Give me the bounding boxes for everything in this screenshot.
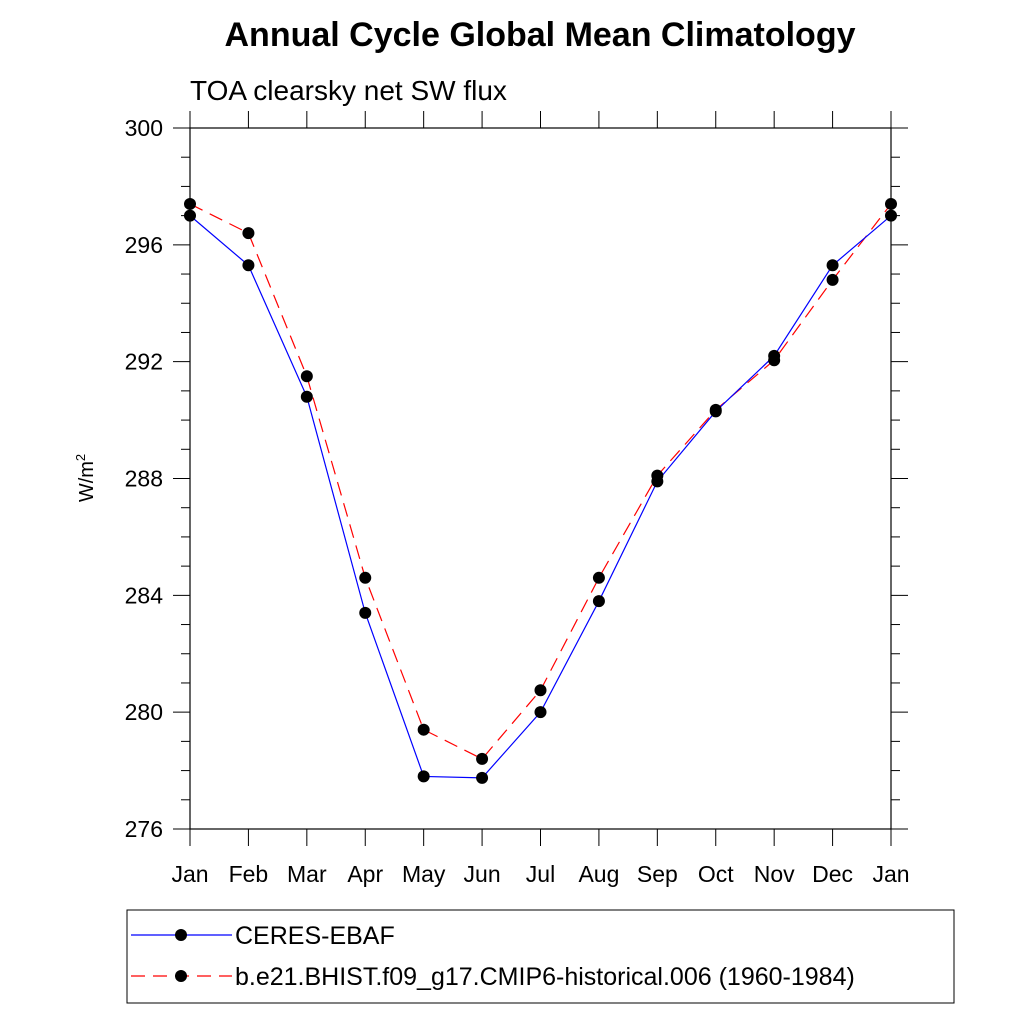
series-line (189, 203, 892, 760)
data-point (417, 770, 430, 783)
x-tick-label: Feb (229, 861, 269, 887)
data-point (417, 723, 430, 736)
x-tick-label: Mar (287, 861, 327, 887)
data-point (300, 390, 313, 403)
data-point (592, 595, 605, 608)
x-tick-label: Dec (812, 861, 853, 887)
legend-label: CERES-EBAF (235, 922, 395, 950)
y-axis-label: W/m2 (73, 454, 98, 502)
legend: CERES-EBAF b.e21.BHIST.f09_g17.CMIP6-hist… (126, 909, 955, 1004)
data-point (885, 197, 897, 210)
y-tick-label: 288 (125, 466, 163, 492)
x-tick-label: Apr (347, 861, 383, 887)
data-point (885, 209, 897, 222)
x-tick-label: Jan (872, 861, 909, 887)
chart-subtitle: TOA clearsky net SW flux (190, 75, 507, 106)
y-tick-label: 276 (125, 816, 163, 842)
data-point (768, 354, 781, 367)
y-tick-label: 296 (125, 232, 163, 258)
y-tick-label: 284 (125, 582, 164, 608)
x-tick-label: Jan (171, 861, 208, 887)
x-tick-label: Sep (637, 861, 678, 887)
data-point (359, 606, 372, 619)
legend-marker (175, 970, 187, 982)
data-point (242, 227, 255, 240)
data-point (184, 197, 196, 210)
data-point (651, 469, 664, 482)
legend-box (126, 909, 955, 1004)
data-point (476, 752, 489, 765)
data-point (826, 273, 839, 286)
data-point (534, 706, 547, 719)
y-axis-label-superscript: 2 (73, 454, 88, 461)
x-tick-label: May (402, 861, 446, 887)
x-tick-label: Aug (578, 861, 619, 887)
y-axis-label-unit: W/m (76, 461, 98, 502)
data-point (300, 370, 313, 383)
legend-label: b.e21.BHIST.f09_g17.CMIP6-historical.006… (235, 963, 855, 991)
x-tick-label: Nov (754, 861, 795, 887)
x-tick-label: Oct (698, 861, 734, 887)
data-point (476, 771, 489, 784)
x-tick-label: Jul (526, 861, 555, 887)
y-tick-label: 300 (125, 115, 163, 141)
data-point (592, 571, 605, 584)
plot-area: 276 280 284 288 292 296 300 Jan Feb Mar Apr May Jun J… (125, 111, 910, 887)
plot-frame (189, 127, 892, 830)
chart-title: Annual Cycle Global Mean Climatology (225, 16, 856, 54)
data-point (184, 209, 196, 222)
data-point (534, 684, 547, 697)
data-point (242, 259, 255, 272)
y-tick-label: 292 (125, 349, 163, 375)
y-tick-label: 280 (125, 699, 163, 725)
data-point (826, 259, 839, 272)
legend-marker (175, 929, 187, 941)
data-point (359, 571, 372, 584)
x-tick-label: Jun (464, 861, 501, 887)
data-point (709, 403, 722, 416)
